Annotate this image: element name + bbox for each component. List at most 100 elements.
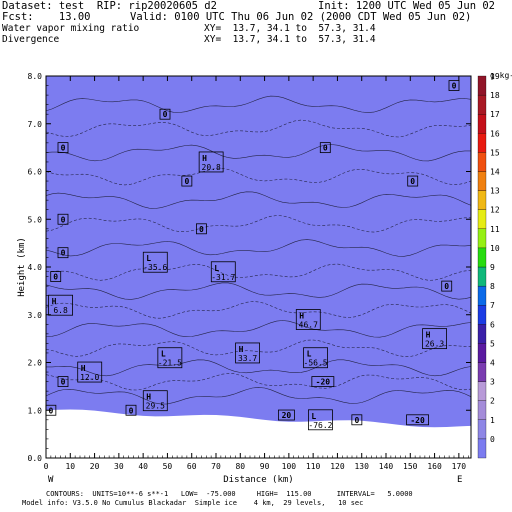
marker-box-25 bbox=[125, 404, 137, 416]
colorbar-label-6: 6 bbox=[490, 320, 495, 329]
marker-value-18: 33.7 bbox=[238, 354, 257, 363]
marker-label-16: H bbox=[426, 331, 431, 340]
marker-box-9 bbox=[50, 271, 62, 282]
x-tick-label-9: 90 bbox=[260, 462, 270, 471]
marker-value-11: -35.6 bbox=[143, 263, 167, 272]
y-tick-label-4: 4.0 bbox=[28, 263, 43, 272]
colorbar-swatch-2 bbox=[477, 400, 487, 420]
colorbar-label-19: 19 bbox=[490, 72, 500, 81]
xy1-label: XY= 13.7, 34.1 to 57.3, 31.4 bbox=[204, 23, 376, 34]
marker-box-21 bbox=[57, 376, 69, 388]
x-end-label-left: W bbox=[48, 475, 54, 485]
marker-label-3: 0 bbox=[323, 144, 328, 153]
terrain bbox=[46, 409, 471, 458]
marker-box-16 bbox=[422, 328, 447, 350]
marker-value-12: -31.7 bbox=[211, 273, 235, 282]
marker-box-1 bbox=[159, 108, 171, 120]
marker-label-27: L bbox=[311, 412, 316, 421]
marker-value-17: -21.5 bbox=[158, 359, 182, 368]
x-tick-label-2: 20 bbox=[90, 462, 100, 471]
init-label: Init: 1200 UTC Wed 05 Jun 02 bbox=[318, 0, 496, 12]
colorbar-swatch-4 bbox=[477, 362, 487, 382]
colorbar-swatch-13 bbox=[477, 190, 487, 210]
marker-box-13 bbox=[198, 151, 224, 173]
x-tick-label-3: 30 bbox=[114, 462, 124, 471]
x-tick-label-7: 70 bbox=[211, 462, 221, 471]
marker-value-14: 6.8 bbox=[53, 306, 68, 315]
model-info: Model info: V3.5.0 No Cumulus Blackadar … bbox=[22, 499, 364, 507]
contour-line-9 bbox=[45, 215, 471, 233]
contour-line-5 bbox=[45, 301, 472, 319]
marker-label-9: 0 bbox=[53, 273, 58, 282]
colorbar-swatch-9 bbox=[477, 266, 487, 287]
marker-box-29 bbox=[406, 414, 429, 426]
x-tick-label-13: 130 bbox=[354, 462, 369, 471]
y-tick-label-3: 3.0 bbox=[28, 311, 43, 320]
marker-label-15: H bbox=[299, 312, 304, 321]
y-tick-label-6: 6.0 bbox=[28, 168, 43, 177]
colorbar-swatch-10 bbox=[477, 247, 487, 268]
contour-line-6 bbox=[45, 282, 472, 300]
marker-value-13: 20.8 bbox=[202, 163, 221, 172]
marker-label-10: 0 bbox=[444, 282, 449, 291]
colorbar-swatch-18 bbox=[477, 94, 487, 115]
marker-value-27: -76.2 bbox=[308, 421, 332, 430]
marker-box-23 bbox=[142, 390, 168, 412]
marker-label-11: L bbox=[146, 254, 151, 263]
marker-box-19 bbox=[303, 347, 328, 369]
colorbar-swatch-8 bbox=[477, 285, 487, 306]
marker-value-23: 29.5 bbox=[146, 402, 165, 411]
xy2-label: XY= 13.7, 34.1 to 57.3, 31.4 bbox=[204, 34, 376, 45]
colorbar-label-11: 11 bbox=[490, 225, 500, 234]
y-tick-label-8: 8.0 bbox=[28, 72, 43, 81]
contour-line-4 bbox=[45, 320, 472, 338]
marker-label-1: 0 bbox=[163, 110, 168, 119]
marker-label-19: L bbox=[307, 350, 312, 359]
marker-box-28 bbox=[351, 414, 363, 426]
x-tick-label-1: 10 bbox=[65, 462, 75, 471]
marker-box-22 bbox=[311, 376, 335, 388]
colorbar-label-17: 17 bbox=[490, 110, 500, 119]
marker-label-22: -20 bbox=[316, 378, 331, 387]
marker-label-14: H bbox=[52, 297, 57, 306]
y-tick-label-0: 0.0 bbox=[28, 454, 43, 463]
marker-label-13: H bbox=[202, 154, 207, 163]
colorbar-label-5: 5 bbox=[490, 339, 495, 348]
x-tick-label-0: 0 bbox=[44, 462, 49, 471]
x-tick-label-6: 60 bbox=[187, 462, 197, 471]
marker-box-27 bbox=[308, 409, 333, 431]
marker-box-26 bbox=[278, 409, 295, 421]
colorbar-swatch-12 bbox=[477, 209, 487, 229]
marker-label-23: H bbox=[146, 393, 151, 402]
x-tick-label-12: 120 bbox=[330, 462, 345, 471]
band-10 bbox=[46, 76, 471, 458]
y-tick-label-2: 2.0 bbox=[28, 359, 43, 368]
colorbar-swatch-17 bbox=[477, 114, 487, 134]
y-tick-label-1: 1.0 bbox=[28, 406, 43, 415]
contour-line-12 bbox=[45, 144, 471, 162]
contour-line-2 bbox=[46, 359, 472, 377]
x-tick-label-17: 170 bbox=[452, 462, 467, 471]
marker-value-20: 12.0 bbox=[80, 373, 99, 382]
marker-label-6: 0 bbox=[61, 215, 66, 224]
marker-box-17 bbox=[157, 347, 183, 369]
contour-line-0 bbox=[45, 387, 472, 405]
marker-box-5 bbox=[407, 175, 419, 187]
colorbar-swatch-16 bbox=[477, 133, 487, 153]
contour-line-7 bbox=[45, 263, 472, 281]
x-tick-label-4: 40 bbox=[138, 462, 148, 471]
marker-label-20: H bbox=[81, 364, 86, 373]
marker-value-19: -56.5 bbox=[304, 359, 328, 368]
colorbar-swatch-5 bbox=[477, 343, 487, 363]
marker-box-18 bbox=[235, 342, 260, 364]
marker-box-24 bbox=[45, 404, 57, 416]
colorbar-label-14: 14 bbox=[490, 168, 500, 177]
colorbar-label-18: 18 bbox=[490, 91, 500, 100]
y-tick-label-7: 7.0 bbox=[28, 120, 43, 129]
colorbar-label-0: 0 bbox=[490, 435, 495, 444]
colorbar-swatch-11 bbox=[477, 228, 487, 249]
x-tick-label-10: 100 bbox=[282, 462, 297, 471]
colorbar-label-3: 3 bbox=[490, 378, 495, 387]
marker-box-3 bbox=[319, 142, 331, 154]
colorbar-label-9: 9 bbox=[490, 263, 495, 272]
